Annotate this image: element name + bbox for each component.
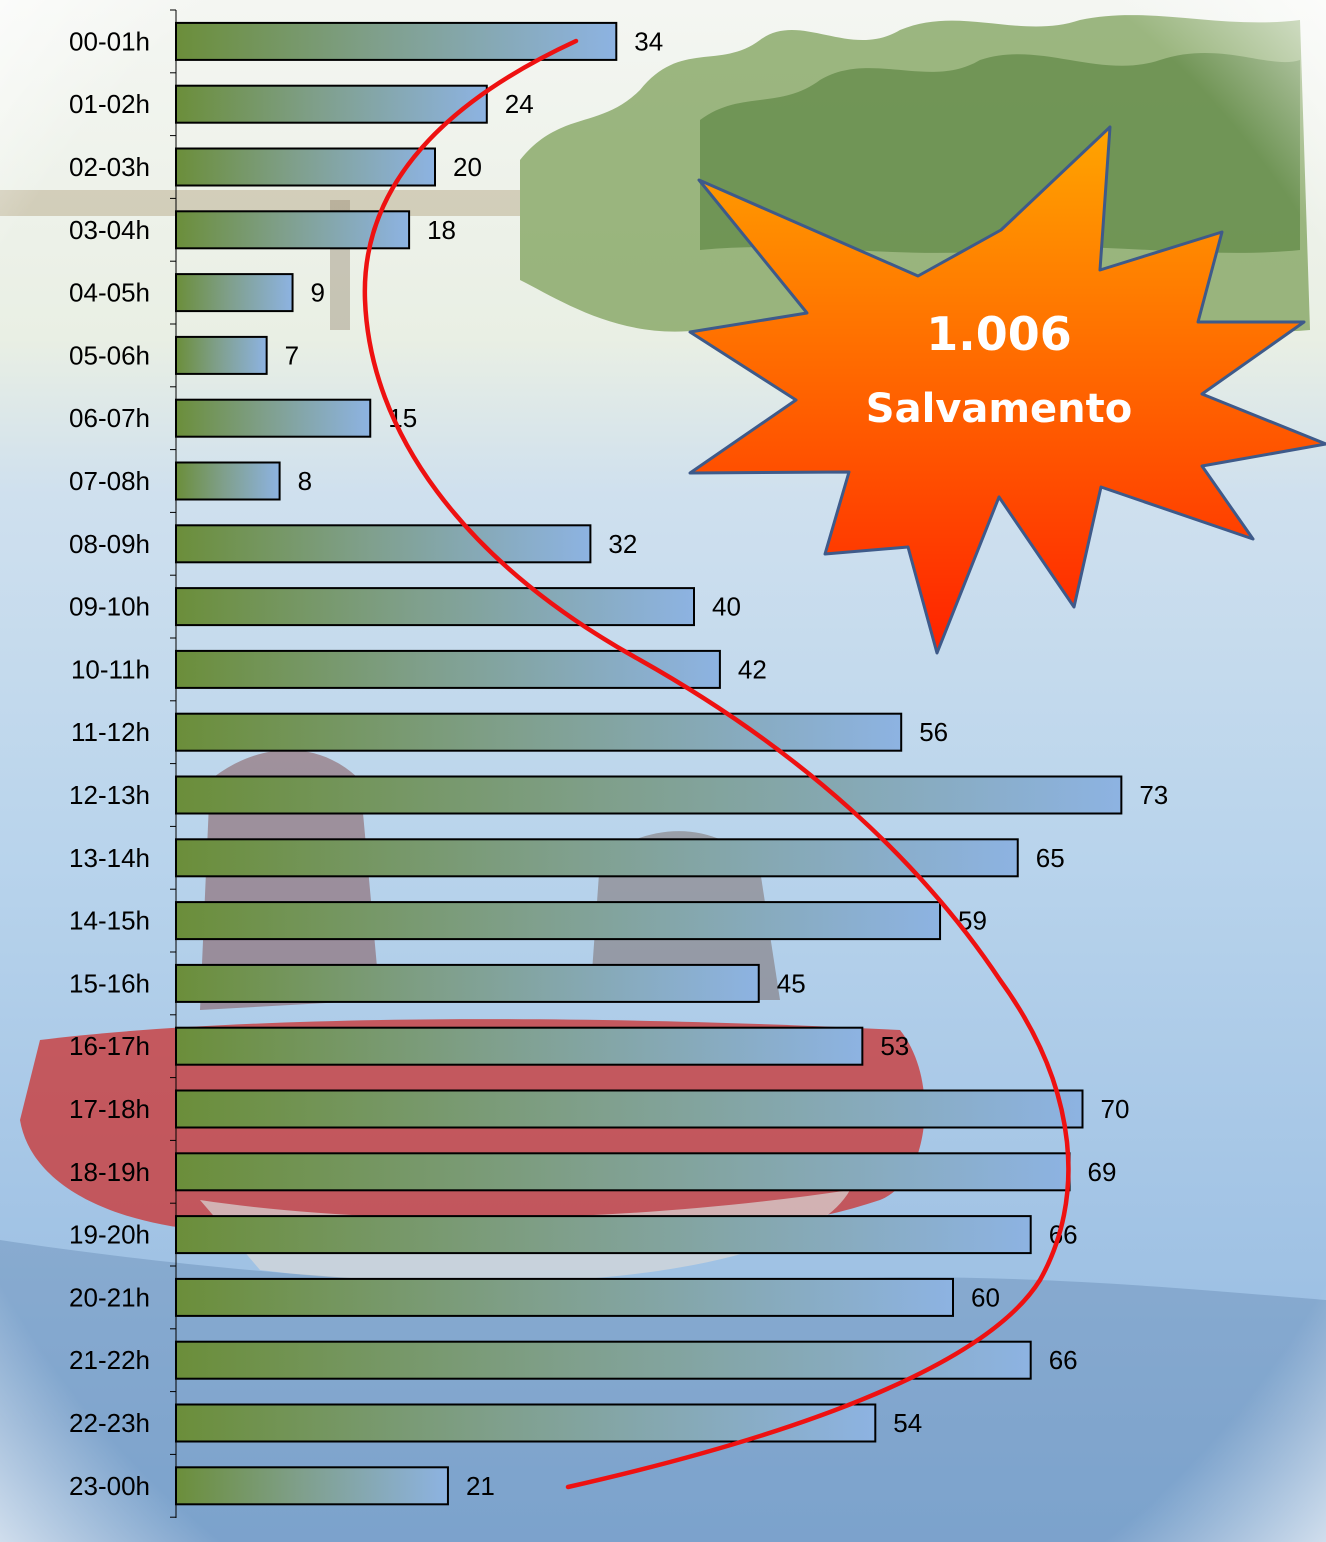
y-axis-ticks bbox=[170, 9, 176, 1518]
category-label: 14-15h bbox=[69, 906, 150, 936]
bar-14-15h bbox=[175, 901, 942, 941]
category-label: 01-02h bbox=[69, 89, 150, 119]
category-label: 02-03h bbox=[69, 152, 150, 182]
value-label: 70 bbox=[1101, 1094, 1130, 1124]
bar-01-02h bbox=[175, 84, 488, 124]
callout-starburst: 1.006 Salvamento bbox=[688, 125, 1326, 655]
category-labels: 00-01h 01-02h 02-03h 03-04h 04-05h 05-06h 06-0… bbox=[69, 26, 150, 1500]
value-label: 73 bbox=[1139, 780, 1168, 810]
category-label: 19-20h bbox=[69, 1220, 150, 1250]
bar-18-19h bbox=[175, 1152, 1071, 1192]
value-label: 9 bbox=[311, 278, 325, 308]
value-label: 24 bbox=[505, 89, 534, 119]
value-label: 69 bbox=[1088, 1157, 1117, 1187]
value-label: 32 bbox=[608, 529, 637, 559]
bar-17-18h bbox=[175, 1089, 1084, 1129]
bar-02-03h bbox=[175, 147, 436, 187]
category-label: 12-13h bbox=[69, 780, 150, 810]
category-label: 10-11h bbox=[71, 654, 150, 684]
bar-10-11h bbox=[175, 649, 721, 689]
callout-caption: Salvamento bbox=[866, 386, 1132, 432]
category-label: 13-14h bbox=[69, 843, 150, 873]
category-label: 04-05h bbox=[69, 278, 150, 308]
category-label: 07-08h bbox=[69, 466, 150, 496]
category-label: 08-09h bbox=[69, 529, 150, 559]
bar-20-21h bbox=[175, 1277, 954, 1317]
value-label: 7 bbox=[285, 340, 299, 370]
bars bbox=[175, 21, 1123, 1506]
bar-19-20h bbox=[175, 1215, 1032, 1255]
value-label: 66 bbox=[1049, 1345, 1078, 1375]
value-label: 18 bbox=[427, 215, 456, 245]
trend-curve bbox=[362, 38, 1071, 1490]
category-label: 23-00h bbox=[69, 1471, 150, 1501]
category-label: 22-23h bbox=[69, 1408, 150, 1438]
bar-09-10h bbox=[175, 587, 695, 627]
category-label: 16-17h bbox=[69, 1031, 150, 1061]
category-label: 06-07h bbox=[69, 403, 150, 433]
category-label: 20-21h bbox=[69, 1282, 150, 1312]
bar-16-17h bbox=[175, 1026, 864, 1066]
value-labels: 3424201897158324042567365594553706966606… bbox=[285, 26, 1169, 1500]
value-label: 65 bbox=[1036, 843, 1065, 873]
bar-15-16h bbox=[175, 963, 760, 1003]
value-label: 20 bbox=[453, 152, 482, 182]
category-label: 15-16h bbox=[69, 968, 150, 998]
value-label: 40 bbox=[712, 592, 741, 622]
category-label: 05-06h bbox=[69, 340, 150, 370]
category-label: 11-12h bbox=[71, 717, 150, 747]
starburst-shape bbox=[688, 125, 1326, 655]
category-label: 21-22h bbox=[69, 1345, 150, 1375]
bar-07-08h bbox=[175, 461, 281, 501]
bar-04-05h bbox=[175, 273, 294, 313]
value-label: 34 bbox=[634, 26, 663, 56]
bar-21-22h bbox=[175, 1340, 1032, 1380]
category-label: 09-10h bbox=[69, 592, 150, 622]
value-label: 60 bbox=[971, 1282, 1000, 1312]
bar-22-23h bbox=[175, 1403, 877, 1443]
category-label: 17-18h bbox=[69, 1094, 150, 1124]
value-label: 53 bbox=[880, 1031, 909, 1061]
bar-06-07h bbox=[175, 398, 372, 438]
bar-00-01h bbox=[175, 21, 618, 61]
category-label: 03-04h bbox=[69, 215, 150, 245]
bar-11-12h bbox=[175, 712, 903, 752]
bar-08-09h bbox=[175, 524, 592, 564]
value-label: 54 bbox=[893, 1408, 922, 1438]
bar-23-00h bbox=[175, 1466, 449, 1506]
value-label: 21 bbox=[466, 1471, 495, 1501]
value-label: 42 bbox=[738, 654, 767, 684]
bar-13-14h bbox=[175, 838, 1019, 878]
bar-12-13h bbox=[175, 775, 1123, 815]
callout-number: 1.006 bbox=[926, 307, 1072, 361]
value-label: 45 bbox=[777, 968, 806, 998]
category-label: 18-19h bbox=[69, 1157, 150, 1187]
value-label: 56 bbox=[919, 717, 948, 747]
value-label: 8 bbox=[298, 466, 312, 496]
category-label: 00-01h bbox=[69, 26, 150, 56]
bar-05-06h bbox=[175, 335, 268, 375]
